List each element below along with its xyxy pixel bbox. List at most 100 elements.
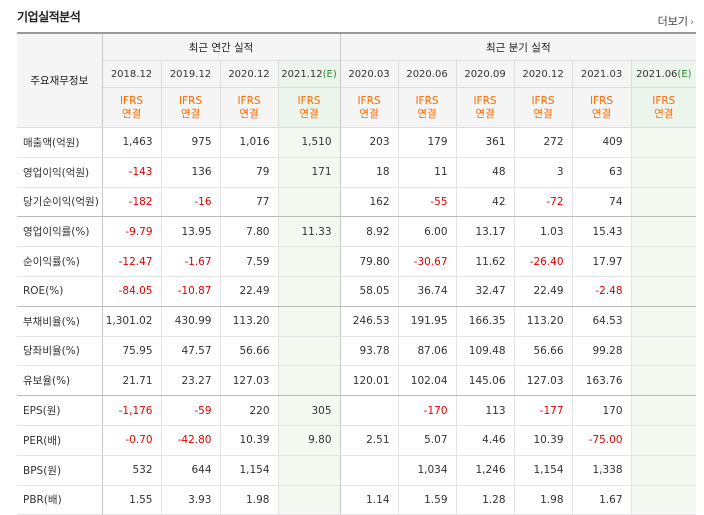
table-cell: 99.28 (572, 336, 632, 367)
table-cell: -182 (102, 187, 162, 218)
table-cell: 22.49 (514, 276, 573, 307)
table-cell (631, 425, 697, 456)
table-cell: 163.76 (572, 365, 632, 397)
period-label: 2020.06 (406, 68, 448, 80)
basis-line1: IFRS (589, 94, 614, 107)
table-cell: 1.03 (514, 216, 573, 248)
table-cell: 113 (456, 395, 515, 426)
basis-line2: 연결 (239, 107, 259, 120)
table-cell: 36.74 (398, 276, 457, 307)
table-cell: 22.49 (220, 276, 279, 307)
table-cell (631, 306, 697, 337)
period-label: 2020.09 (464, 68, 506, 80)
table-cell: 1.67 (572, 485, 632, 515)
basis-label: IFRS 연결 (631, 87, 697, 128)
period-label: 2018.12 (110, 68, 153, 80)
table-cell: 109.48 (456, 336, 515, 367)
table-cell: 171 (278, 157, 341, 188)
table-cell: 1,338 (572, 455, 632, 486)
table-cell: 113.20 (220, 306, 279, 337)
basis-line1: IFRS (357, 94, 381, 107)
table-cell: 4.46 (456, 425, 515, 456)
table-cell: -9.79 (102, 216, 162, 248)
table-cell: 18 (340, 157, 399, 188)
table-cell: 48 (456, 157, 515, 188)
estimate-mark: (E) (322, 68, 337, 80)
period-label: 2021.06 (636, 68, 678, 80)
row-label: 당좌비율(%) (17, 336, 103, 367)
table-cell: -0.70 (102, 425, 162, 456)
table-cell: 361 (456, 127, 515, 158)
period-header: 2020.06 (398, 60, 457, 88)
basis-line2: 연결 (417, 107, 437, 120)
table-cell (340, 395, 399, 426)
table-cell: 409 (572, 127, 632, 158)
table-cell: -170 (398, 395, 457, 426)
table-cell: -26.40 (514, 246, 573, 277)
table-cell: 162 (340, 187, 399, 218)
basis-line2: 연결 (180, 107, 201, 120)
table-cell (631, 157, 697, 188)
row-label: 당기순이익(억원) (17, 187, 103, 218)
table-cell (631, 365, 697, 397)
table-cell (278, 365, 341, 397)
period-header: 2020.12 (514, 60, 573, 88)
period-header: 2020.12 (220, 60, 279, 88)
table-cell: 32.47 (456, 276, 515, 307)
table-cell: 42 (456, 187, 515, 218)
table-cell: -143 (102, 157, 162, 188)
period-header: 2020.09 (456, 60, 515, 88)
table-row: 영업이익(억원) -143 136 79 171 18 11 48 3 63 (17, 157, 697, 188)
table-cell: 23.27 (161, 365, 221, 397)
table-row: PER(배) -0.70 -42.80 10.39 9.80 2.51 5.07 4.46 10… (17, 425, 697, 456)
table-row: BPS(원) 532 644 1,154 1,034 1,246 1,154 1,338 (17, 455, 697, 486)
row-label: 유보율(%) (17, 365, 103, 397)
group-annual: 최근 연간 실적 (102, 32, 341, 61)
table-cell: 1,510 (278, 127, 341, 158)
table-cell (631, 455, 697, 486)
table-cell: -30.67 (398, 246, 457, 277)
table-cell: 120.01 (340, 365, 399, 397)
table-cell: 7.80 (220, 216, 279, 248)
table-cell: 203 (340, 127, 399, 158)
table-cell: 1.59 (398, 485, 457, 515)
basis-label: IFRS 연결 (161, 87, 221, 128)
table-cell: -177 (514, 395, 573, 426)
more-label: 더보기 (657, 15, 688, 28)
table-cell (278, 246, 341, 277)
period-header: 2021.03 (572, 60, 632, 88)
table-cell: 13.95 (161, 216, 221, 248)
more-link[interactable]: 더보기 › (658, 13, 694, 29)
basis-label: IFRS 연결 (572, 87, 632, 128)
basis-line2: 연결 (654, 107, 674, 120)
table-cell: 8.92 (340, 216, 399, 248)
table-cell: 644 (161, 455, 221, 486)
table-cell: 127.03 (220, 365, 279, 397)
table-cell: 1.98 (220, 485, 279, 515)
table-cell (631, 127, 697, 158)
row-header: 주요재무정보 (17, 32, 103, 128)
table-row: 당기순이익(억원) -182 -16 77 162 -55 42 -72 74 (17, 187, 697, 218)
table-cell: 1,034 (398, 455, 457, 486)
basis-line1: IFRS (531, 94, 555, 107)
table-cell (631, 216, 697, 248)
row-label: BPS(원) (17, 455, 103, 486)
table-cell (340, 455, 399, 486)
table-cell: -16 (161, 187, 221, 218)
table-cell (631, 246, 697, 277)
table-cell: 179 (398, 127, 457, 158)
row-label: 부채비율(%) (17, 306, 103, 337)
row-label: 매출액(억원) (17, 127, 103, 158)
table-row: 매출액(억원) 1,463 975 1,016 1,510 203 179 361 272 409 (17, 127, 697, 158)
basis-line1: IFRS (473, 94, 497, 107)
period-header: 2018.12 (102, 60, 162, 88)
table-cell: 11.62 (456, 246, 515, 277)
table-cell: 11.33 (278, 216, 341, 248)
table-cell: 56.66 (220, 336, 279, 367)
table-cell: 75.95 (102, 336, 162, 367)
table-cell (278, 455, 341, 486)
table-cell (631, 485, 697, 515)
period-label: 2020.12 (522, 68, 564, 80)
table-cell: 77 (220, 187, 279, 218)
table-cell: 102.04 (398, 365, 457, 397)
